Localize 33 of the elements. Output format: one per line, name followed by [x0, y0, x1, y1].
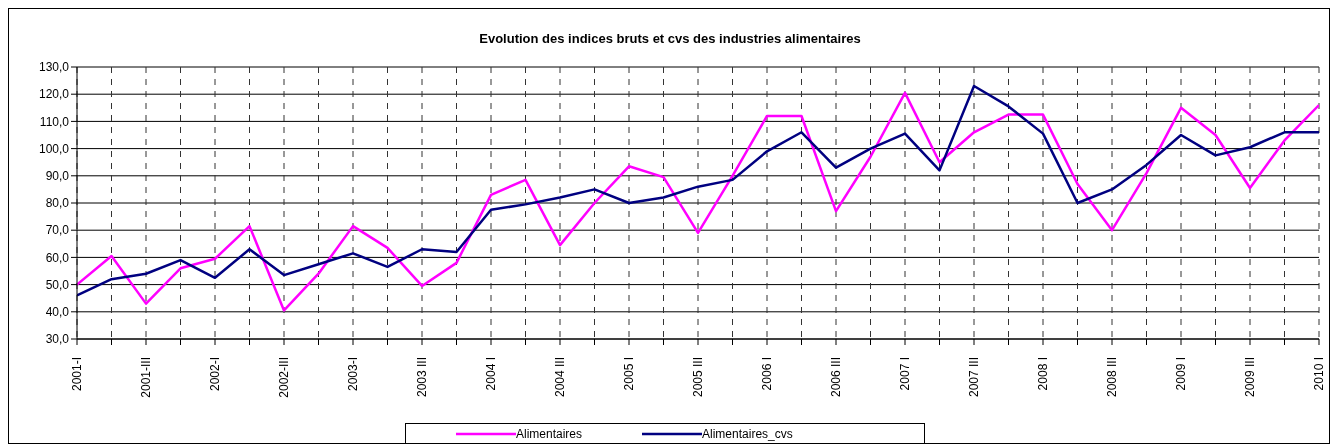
y-tick-label: 70,0 — [45, 223, 70, 238]
x-tick-label: 2004 III — [553, 357, 567, 398]
x-tick-label: 2005 III — [691, 357, 705, 398]
y-tick-label: 30,0 — [45, 332, 70, 347]
x-tick-label: 2007 III — [967, 357, 981, 398]
x-tick-label: 2003 III — [415, 357, 429, 398]
y-tick-label: 80,0 — [45, 196, 70, 211]
x-tick-label: 2009 I — [1174, 357, 1188, 391]
x-tick-label: 2001-I — [70, 357, 84, 392]
x-tick-label: 2002-I — [208, 357, 222, 392]
y-tick-label: 60,0 — [45, 250, 70, 265]
x-tick-label: 2006 I — [760, 357, 774, 391]
chart-title: Evolution des indices bruts et cvs des industries alimentaires — [478, 31, 862, 46]
x-tick-label: 2001-III — [139, 357, 153, 398]
x-tick-label: 2005 I — [622, 357, 636, 391]
x-tick-label: 2010 I — [1312, 357, 1326, 391]
y-tick-label: 120,0 — [38, 87, 70, 102]
x-tick-label: 2008 I — [1036, 357, 1050, 391]
y-tick-label: 110,0 — [39, 114, 70, 129]
x-tick-label: 2009 III — [1243, 357, 1257, 398]
x-tick-label: 2003-I — [346, 357, 360, 392]
x-tick-label: 2006 III — [829, 357, 843, 398]
x-tick-label: 2008 III — [1105, 357, 1119, 398]
x-tick-label: 2007 I — [898, 357, 912, 391]
legend-label: Alimentaires_cvs — [702, 427, 793, 441]
x-tick-label: 2004 I — [484, 357, 498, 391]
y-tick-label: 100,0 — [38, 141, 70, 156]
y-tick-label: 130,0 — [38, 60, 70, 75]
y-tick-label: 90,0 — [45, 169, 70, 184]
legend-label: Alimentaires — [516, 427, 583, 441]
y-tick-label: 40,0 — [45, 305, 70, 320]
y-tick-label: 50,0 — [45, 277, 70, 292]
x-tick-label: 2002-III — [277, 357, 291, 398]
